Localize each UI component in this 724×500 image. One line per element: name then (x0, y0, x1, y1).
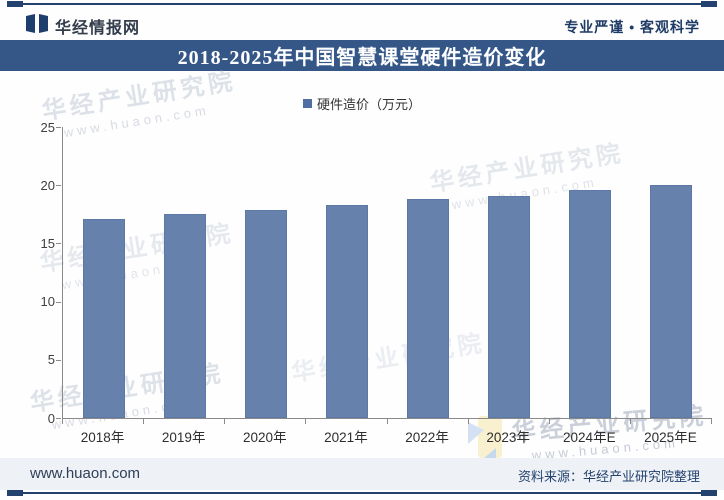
y-axis-tick-mark (56, 243, 61, 245)
top-right-cap (701, 1, 717, 7)
brand-logo-icon (26, 14, 48, 38)
bar-2021年 (325, 205, 368, 418)
header: 华经情报网 专业严谨 • 客观科学 (0, 8, 724, 40)
bar-2018年 (82, 218, 125, 418)
x-axis-tick-mark (305, 419, 307, 424)
bar-2020年 (244, 209, 287, 418)
y-axis-tick-label: 15 (40, 235, 55, 251)
bar-2022年 (407, 199, 450, 418)
brand-name: 华经情报网 (55, 20, 141, 37)
y-axis-tick-label: 0 (47, 410, 55, 426)
x-axis-label-2020年: 2020年 (243, 430, 287, 445)
legend-swatch-icon (302, 99, 312, 108)
x-axis-label-2019年: 2019年 (161, 430, 206, 445)
footer: www.huaon.com 资料来源：华经产业研究院整理 (0, 458, 724, 490)
y-axis-tick-mark (56, 127, 61, 128)
y-axis-tick-label: 25 (40, 119, 55, 135)
x-axis-label-2022年: 2022年 (405, 430, 449, 445)
y-axis-tick-label: 20 (40, 177, 55, 193)
x-axis-label-2025年E: 2025年E (644, 430, 697, 445)
x-axis-tick-mark (143, 419, 145, 424)
x-axis-tick-mark (62, 419, 63, 424)
header-tagline: 专业严谨 • 客观科学 (564, 19, 700, 35)
y-axis-tick-mark (56, 185, 61, 187)
y-axis-tick-label: 5 (47, 352, 55, 368)
top-rule (7, 3, 717, 5)
x-axis-tick-mark (386, 419, 388, 424)
x-axis-tick-mark (548, 419, 550, 424)
bar-2025年E (650, 185, 693, 418)
x-axis-tick-mark (467, 419, 469, 424)
bottom-right-cap (701, 490, 717, 496)
top-left-cap (7, 1, 23, 7)
x-axis-tick-mark (629, 419, 631, 424)
x-axis-label-2018年: 2018年 (80, 430, 125, 445)
x-axis-label-2023年: 2023年 (486, 430, 530, 445)
y-axis-tick-mark (56, 301, 61, 303)
x-axis-label-2021年: 2021年 (324, 430, 368, 445)
x-axis-tick-mark (711, 419, 712, 424)
y-axis-tick-label: 10 (40, 294, 55, 310)
x-axis-label-2024年E: 2024年E (563, 430, 616, 445)
x-axis-tick-mark (224, 419, 226, 424)
bar-chart-plot-area (62, 127, 712, 419)
brand: 华经情报网 (26, 14, 140, 38)
bottom-rule (7, 492, 717, 494)
footer-site-url[interactable]: www.huaon.com (30, 465, 141, 482)
y-axis-tick-mark (56, 359, 61, 361)
title-bar: 2018-2025年中国智慧课堂硬件造价变化 (0, 40, 724, 71)
bar-2023年 (488, 195, 531, 418)
chart-title: 2018-2025年中国智慧课堂硬件造价变化 (177, 47, 547, 69)
legend-label: 硬件造价（万元） (316, 97, 421, 112)
footer-source-note: 资料来源：华经产业研究院整理 (517, 469, 700, 484)
bottom-left-cap (7, 490, 23, 496)
legend: 硬件造价（万元） (0, 94, 724, 113)
bar-2024年E (569, 189, 612, 418)
bar-2019年 (163, 214, 206, 418)
y-axis-tick-mark (56, 418, 61, 419)
